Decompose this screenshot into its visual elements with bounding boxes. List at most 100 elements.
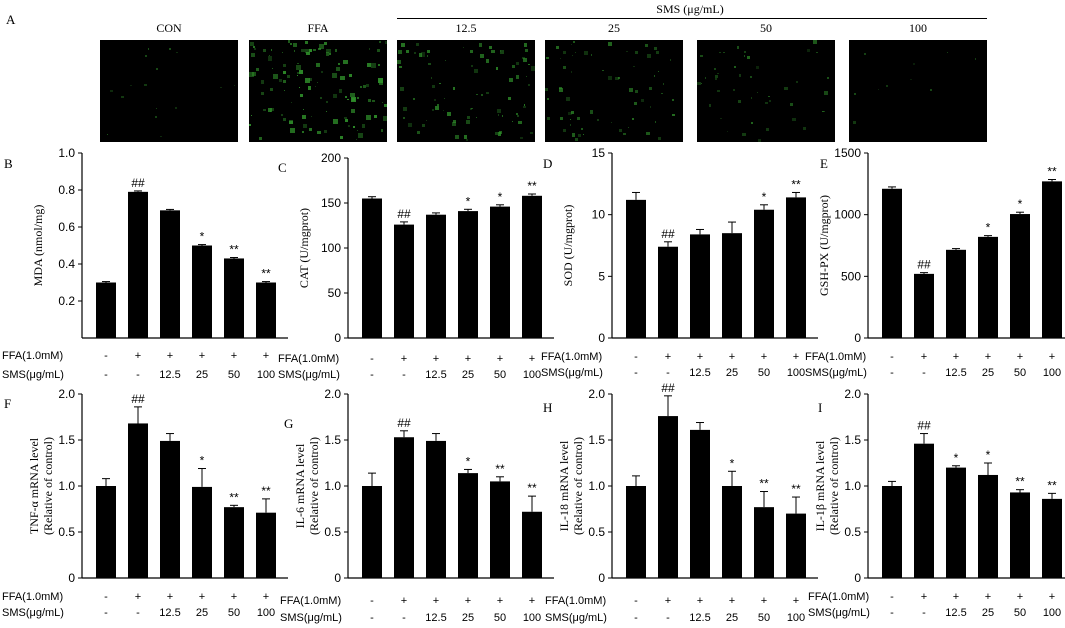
ffa-value: -: [104, 350, 108, 362]
fluorescence-spot: [154, 115, 157, 118]
fluorescence-spot: [742, 132, 746, 137]
fluorescence-spot: [432, 109, 434, 111]
sms-value: -: [634, 367, 638, 379]
fluorescence-spot: [325, 101, 328, 104]
ffa-value: -: [890, 351, 894, 363]
significance-label: **: [1047, 478, 1057, 492]
fluorescence-spot: [377, 48, 381, 53]
fluorescence-spot: [607, 41, 612, 46]
fluorescence-spot: [463, 135, 468, 139]
fluorescence-spot: [437, 104, 439, 106]
fluorescence-spot: [281, 114, 284, 117]
fluorescence-spot: [499, 49, 504, 54]
fluorescence-spot: [563, 65, 567, 69]
fluorescence-spot: [497, 109, 501, 113]
fluorescence-spot: [704, 77, 707, 79]
ffa-value: +: [697, 351, 703, 363]
fluorescence-spot: [295, 64, 301, 70]
y-tick-label: 0.2: [58, 294, 75, 308]
fluorescence-spot: [363, 85, 366, 88]
fluorescence-spot: [717, 72, 719, 75]
fluorescence-spot: [733, 65, 736, 68]
fluorescence-spot: [412, 97, 415, 101]
sms-value: 100: [787, 367, 805, 379]
fluorescence-spot: [340, 136, 343, 139]
significance-label: *: [762, 190, 767, 204]
y-tick-label: 5: [598, 269, 605, 283]
fluorescence-spot: [403, 116, 406, 119]
fluorescence-spot: [717, 89, 720, 92]
fluorescence-spot: [486, 91, 489, 95]
fluorescence-spot: [662, 83, 665, 85]
fluorescence-spot: [293, 50, 296, 52]
fluorescence-spot: [383, 103, 387, 107]
chart-panel-e: 0 500 1000 1500 GSH-PX (U/mgprot) E - - ## + - +12.…: [805, 146, 1065, 379]
fluorescence-spot: [589, 110, 594, 114]
bar: [1010, 214, 1030, 338]
fluorescence-spot: [719, 51, 721, 53]
fluorescence-spot: [591, 54, 593, 56]
sms-value: 50: [228, 369, 240, 381]
fluorescence-spot: [310, 115, 313, 118]
y-tick-label: 500: [841, 269, 861, 283]
fluorescence-spot: [416, 130, 420, 135]
fluorescence-spot: [160, 135, 162, 137]
fluorescence-spot: [816, 51, 818, 54]
y-tick-label: 1.0: [588, 479, 605, 493]
fluorescence-spot: [601, 69, 604, 72]
sms-value: 25: [726, 367, 738, 379]
fluorescence-spot: [306, 52, 310, 56]
fluorescence-spot: [653, 46, 658, 51]
ffa-value: +: [729, 351, 735, 363]
fluorescence-spot: [768, 95, 770, 98]
y-tick-label: 1.0: [58, 146, 75, 160]
panel-letter: H: [543, 400, 552, 415]
y-tick-label: 0.6: [58, 220, 75, 234]
y-tick-label: 0: [854, 331, 861, 345]
fluorescence-spot: [313, 49, 316, 52]
micrograph-50: [697, 40, 835, 142]
ffa-row-label: FFA(1.0mM): [2, 350, 63, 362]
fluorescence-spot: [270, 88, 274, 92]
fluorescence-spot: [344, 118, 348, 122]
significance-label: *: [466, 194, 471, 208]
fluorescence-spot: [315, 62, 320, 68]
fluorescence-spot: [443, 109, 445, 111]
fluorescence-spot: [511, 65, 515, 68]
ffa-value: +: [729, 595, 735, 607]
fluorescence-spot: [806, 48, 810, 53]
fluorescence-spot: [433, 99, 437, 102]
y-axis-label-unit: (Relative of control): [307, 437, 321, 535]
bar: [786, 513, 806, 578]
fluorescence-spot: [443, 97, 445, 100]
ffa-value: +: [497, 353, 503, 365]
fluorescence-spot: [524, 48, 528, 53]
bar: [128, 423, 148, 578]
fluorescence-spot: [545, 87, 549, 91]
fluorescence-spot: [350, 108, 356, 114]
y-tick-label: 0: [854, 571, 861, 585]
sms-row-label: SMS(μg/mL): [541, 367, 603, 379]
fluorescence-spot: [446, 112, 452, 117]
fluorescence-spot: [574, 51, 577, 54]
fluorescence-spot: [302, 124, 307, 128]
sms-value: -: [370, 369, 374, 381]
fluorescence-spot: [155, 68, 158, 71]
bar: [754, 507, 774, 578]
fluorescence-spot: [654, 120, 657, 123]
fluorescence-spot: [408, 122, 413, 127]
fluorescence-spot: [486, 59, 490, 63]
fluorescence-spot: [481, 94, 484, 97]
fluorescence-spot: [168, 47, 171, 50]
micrograph-ffa: [249, 40, 387, 142]
fluorescence-spot: [756, 92, 759, 94]
significance-label: ##: [397, 416, 411, 430]
y-tick-label: 0.5: [324, 525, 341, 539]
bar: [946, 467, 966, 578]
sms-group-label: SMS (μg/mL): [656, 2, 724, 16]
fluorescence-spot: [416, 42, 420, 46]
fluorescence-spot: [571, 133, 576, 137]
bar: [658, 416, 678, 578]
ffa-value: +: [953, 351, 959, 363]
fluorescence-spot: [523, 103, 526, 106]
